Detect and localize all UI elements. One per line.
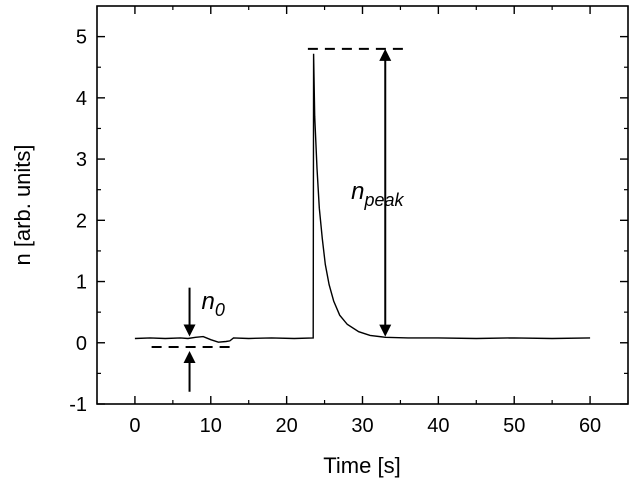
y-axis-label: n [arb. units] [10,144,35,265]
npeak-label: npeak [351,178,404,210]
y-tick-label: -1 [69,394,87,416]
npeak-arrowhead-up [379,48,392,61]
x-tick-label: 30 [351,415,373,437]
y-tick-label: 4 [76,88,87,110]
plot-frame [96,5,629,405]
x-tick-label: 10 [200,415,222,437]
x-tick-label: 0 [129,415,140,437]
annotations: n0 npeak [151,47,407,392]
axis-ticks [96,6,629,405]
n0-arrowhead-up [183,351,196,364]
y-tick-label: 3 [76,149,87,171]
n0-arrowhead-down [183,324,196,337]
y-tick-label: 5 [76,27,87,49]
x-axis-label: Time [s] [323,453,400,478]
npeak-arrowhead-down [379,324,392,337]
series-line [134,53,591,343]
x-tick-label: 40 [427,415,449,437]
x-tick-label: 60 [579,415,601,437]
tick-labels: 0 10 20 30 40 50 60 -1 0 1 2 3 4 5 [69,27,601,437]
y-tick-label: 2 [76,210,87,232]
n0-label: n0 [202,288,225,320]
x-tick-label: 50 [503,415,525,437]
x-tick-label: 20 [276,415,298,437]
y-tick-label: 1 [76,272,87,294]
y-tick-label: 0 [76,333,87,355]
